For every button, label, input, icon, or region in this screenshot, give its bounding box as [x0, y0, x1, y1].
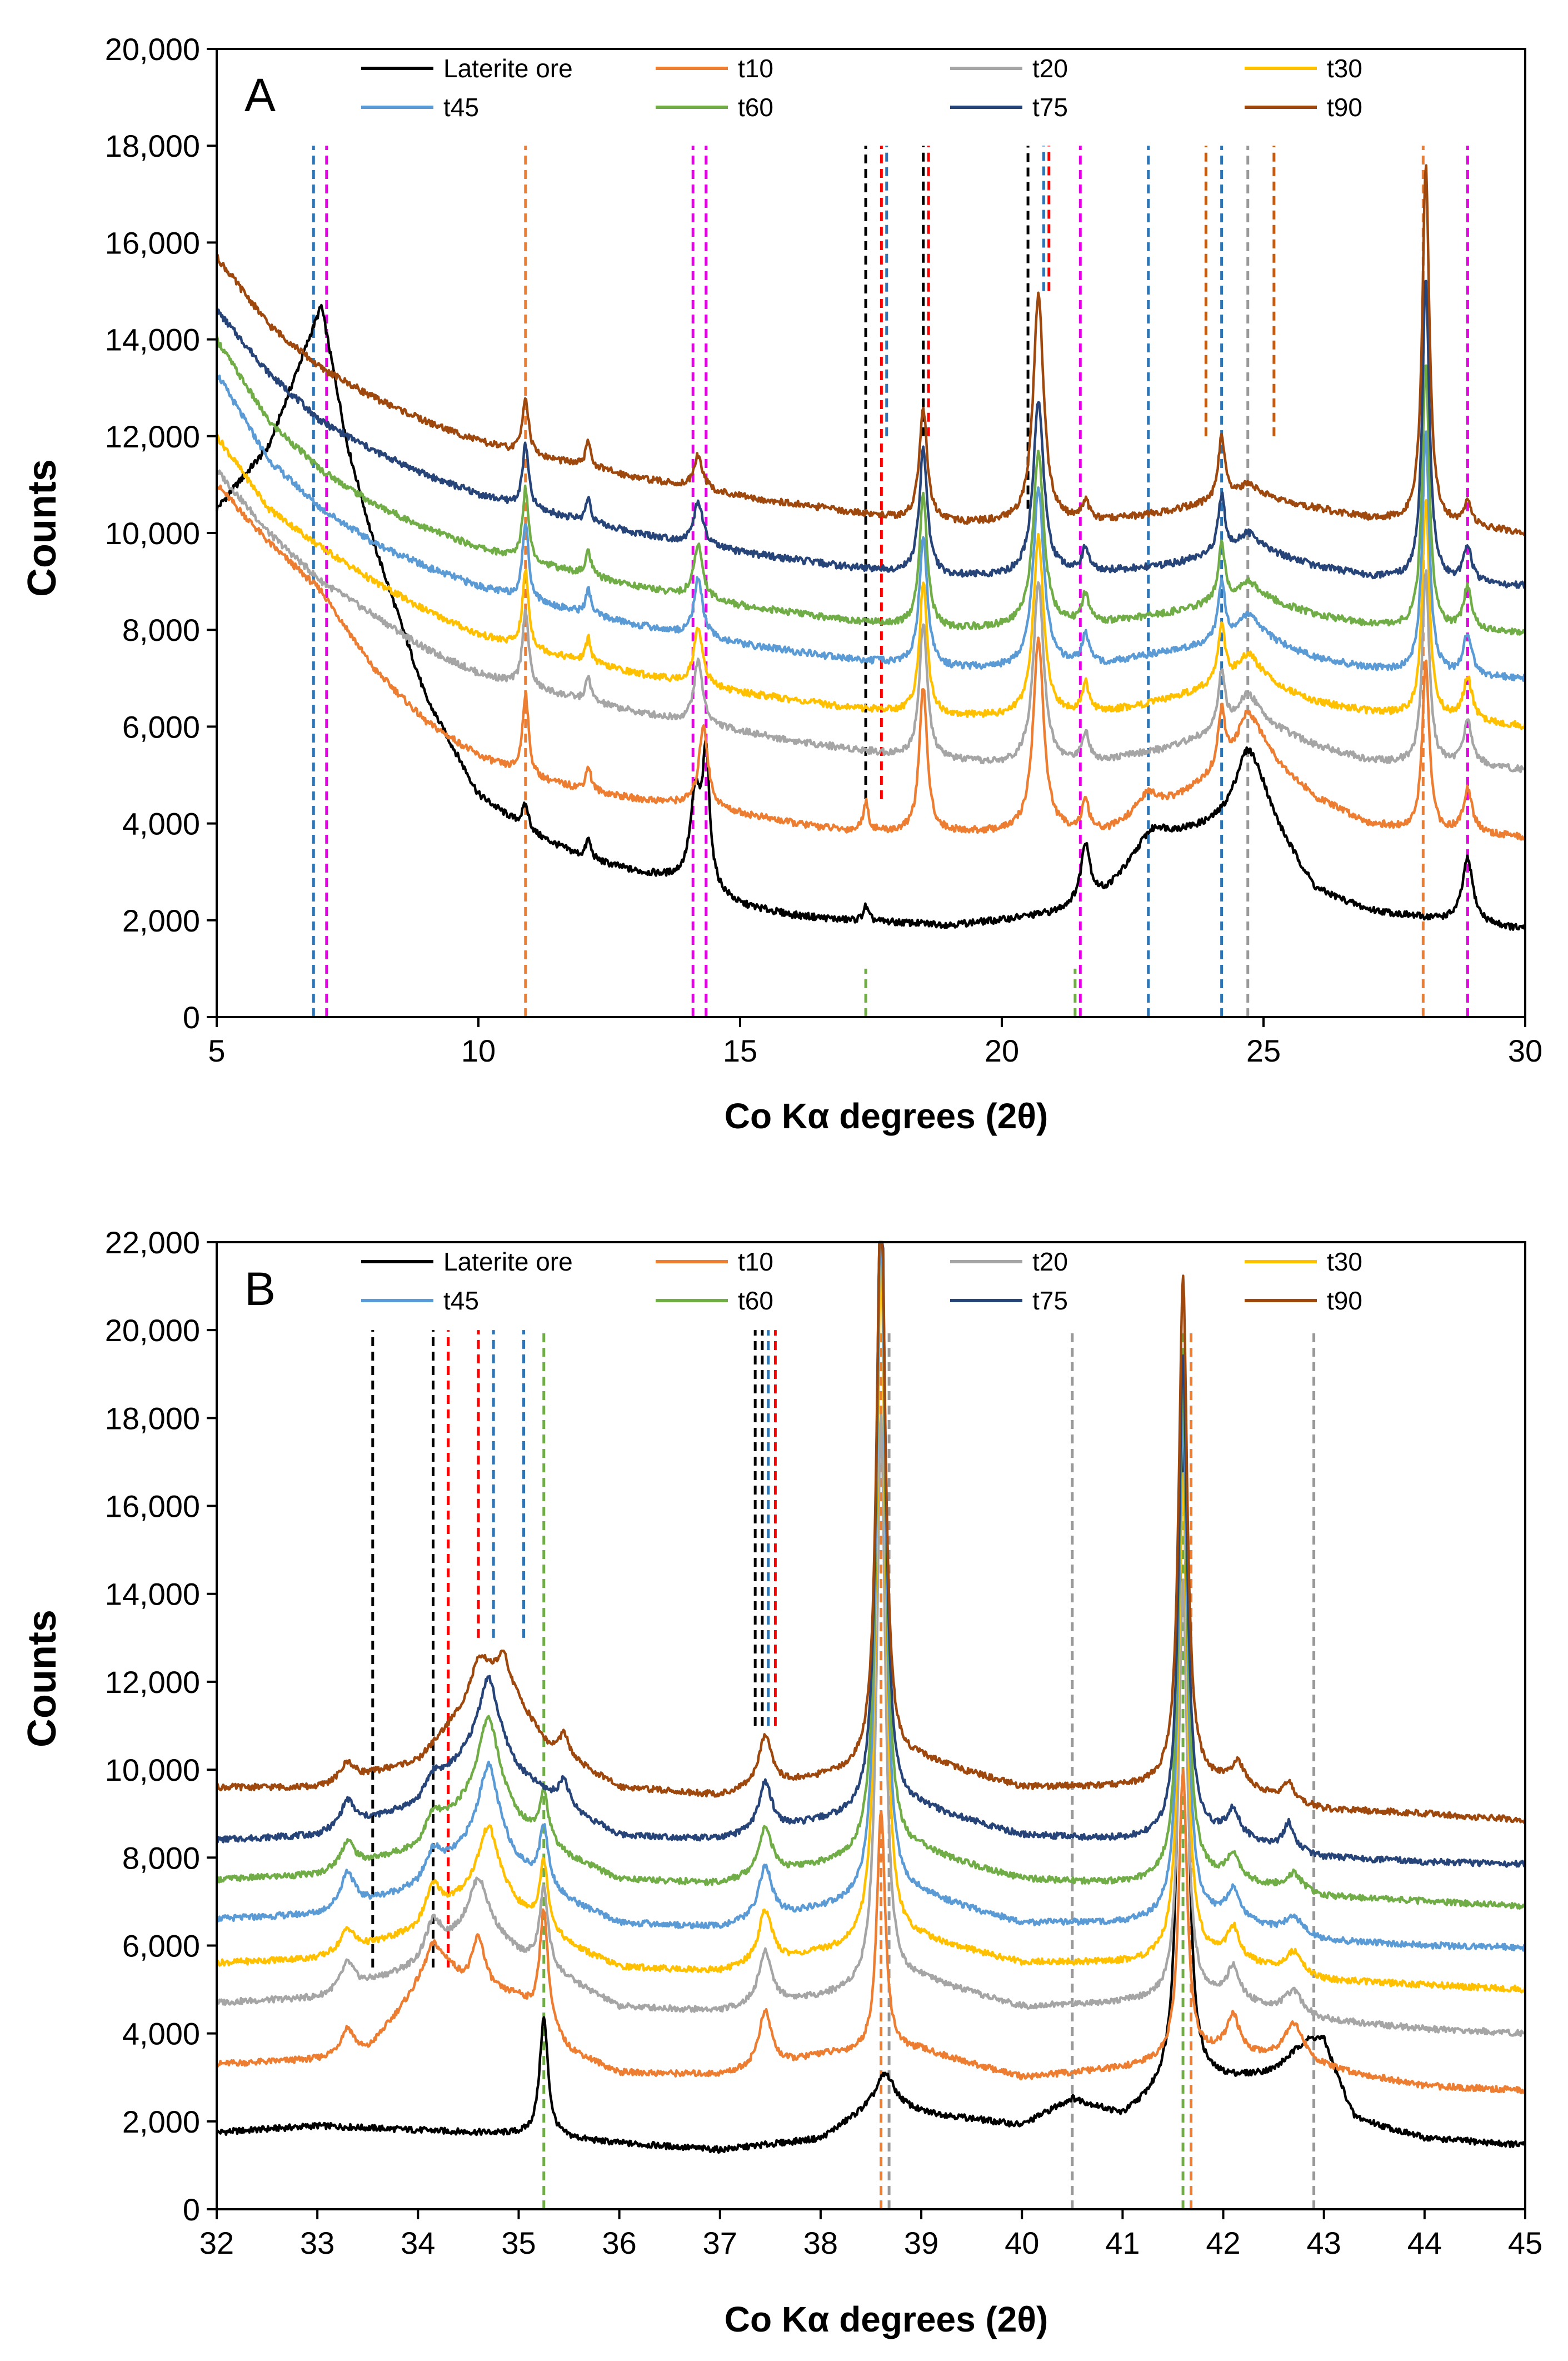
panel-a-xlabel: Co Kα degrees (2θ)	[725, 1096, 1048, 1136]
panel-b-legend-label: t90	[1327, 1286, 1362, 1315]
panel-a-x-tick-label: 25	[1246, 1033, 1281, 1068]
panel-b-x-tick-label: 37	[703, 2225, 737, 2260]
panel-a-y-tick-label: 0	[183, 1000, 200, 1035]
panel-a-series-t10	[216, 484, 1526, 841]
panel-b-x-tick-label: 33	[300, 2225, 334, 2260]
panel-b-series-t20	[216, 1414, 1527, 2038]
panel-b-y-tick-label: 6,000	[122, 1928, 200, 1963]
panel-b-axes: 0 2,000 4,000 6,000 8,000 10,000 12,000 14,000 1…	[105, 1225, 1542, 2260]
panel-a-series-t45	[216, 374, 1527, 682]
panel-a-x-tick-label: 30	[1508, 1033, 1542, 1068]
panel-b-series-laterite-ore	[215, 1444, 1526, 2154]
panel-a-legend-label: t90	[1327, 93, 1362, 122]
panel-a-y-tick-label: 2,000	[122, 903, 200, 938]
panel-a-series-t60	[215, 335, 1527, 636]
panel-b-y-tick-label: 12,000	[105, 1665, 200, 1700]
panel-a-x-tick-label: 10	[461, 1033, 496, 1068]
panel-a-series-t20	[216, 469, 1527, 774]
panel-b-legend-label: t45	[443, 1286, 479, 1315]
panel-b-legend-label: t10	[738, 1247, 773, 1276]
panel-b-y-tick-label: 8,000	[122, 1840, 200, 1875]
panel-b-ylabel: Counts	[20, 1610, 64, 1747]
panel-b-series-t60	[216, 1241, 1527, 1910]
panel-a-x-tick-label: 5	[208, 1033, 225, 1068]
panel-b-x-tick-label: 35	[501, 2225, 536, 2260]
panel-a-legend-label: t10	[738, 54, 773, 83]
panel-b-series	[215, 1241, 1527, 2154]
panel-b-label: B	[244, 1263, 276, 1315]
panel-b-y-tick-label: 2,000	[122, 2104, 200, 2139]
panel-a-label: A	[244, 69, 276, 121]
panel-b-y-tick-label: 22,000	[105, 1225, 200, 1260]
panel-b-y-tick-label: 14,000	[105, 1577, 200, 1612]
panel-b-series-t75	[216, 1241, 1526, 1868]
panel-a-y-tick-label: 6,000	[122, 709, 200, 744]
panel-b-x-tick-label: 34	[401, 2225, 435, 2260]
panel-b-x-tick-label: 44	[1407, 2225, 1442, 2260]
panel-b-x-tick-label: 45	[1508, 2225, 1542, 2260]
panel-b-series-t45	[216, 1241, 1527, 1952]
panel-a-axes: 0 2,000 4,000 6,000 8,000 10,000 12,000 14,000 1…	[105, 32, 1542, 1068]
panel-b-y-tick-label: 0	[183, 2192, 200, 2227]
panel-b-x-tick-label: 39	[904, 2225, 938, 2260]
panel-b-reflines	[371, 1330, 1316, 2209]
panel-a-x-tick-label: 15	[723, 1033, 757, 1068]
panel-b-series-t10	[216, 1767, 1526, 2094]
panel-b-legend-label: Laterite ore	[443, 1247, 573, 1276]
panel-a-y-tick-label: 4,000	[122, 806, 200, 841]
panel-a-series-t90	[215, 164, 1527, 536]
panel-a-y-tick-label: 14,000	[105, 322, 200, 357]
panel-b-legend-label: t60	[738, 1286, 773, 1315]
panel-a-legend-label: t75	[1032, 93, 1068, 122]
panel-a-series-t30	[215, 434, 1527, 730]
panel-a-legend-label: t45	[443, 93, 479, 122]
panel-a-series-t75	[216, 280, 1526, 589]
panel-a-series	[215, 164, 1527, 931]
panel-b-y-tick-label: 18,000	[105, 1401, 200, 1436]
panel-a-x-tick-label: 20	[985, 1033, 1019, 1068]
panel-b-x-tick-label: 32	[199, 2225, 234, 2260]
panel-a-legend-label: t60	[738, 93, 773, 122]
panel-a-y-tick-label: 20,000	[105, 32, 200, 67]
panel-b-y-tick-label: 4,000	[122, 2016, 200, 2051]
panel-b-x-tick-label: 42	[1206, 2225, 1240, 2260]
panel-b-plot-frame	[216, 1241, 1526, 2210]
panel-a-y-tick-label: 12,000	[105, 419, 200, 454]
panel-a-y-tick-label: 18,000	[105, 128, 200, 163]
panel-b-y-tick-label: 20,000	[105, 1313, 200, 1348]
panel-a-legend-label: Laterite ore	[443, 54, 573, 83]
panel-b-x-tick-label: 41	[1105, 2225, 1140, 2260]
panel-b-x-tick-label: 36	[602, 2225, 636, 2260]
panel-a-y-tick-label: 16,000	[105, 225, 200, 260]
panel-a-legend-label: t20	[1032, 54, 1068, 83]
panel-b-x-tick-label: 38	[803, 2225, 838, 2260]
panel-b-x-tick-label: 43	[1307, 2225, 1341, 2260]
panel-a-chart: 0 2,000 4,000 6,000 8,000 10,000 12,000 14,000 1…	[20, 32, 1542, 1136]
panel-a-series-laterite-ore	[215, 303, 1527, 931]
panel-b-series-t30	[215, 1241, 1527, 1994]
panel-b-legend-label: t20	[1032, 1247, 1068, 1276]
panel-a-y-tick-label: 10,000	[105, 516, 200, 551]
panel-b-y-tick-label: 10,000	[105, 1752, 200, 1787]
panel-b-legend-label: t75	[1032, 1286, 1068, 1315]
panel-b-legend: Laterite ore t10 t20 t30 t45 t60 t75 t90	[361, 1247, 1362, 1315]
panel-a-legend-label: t30	[1327, 54, 1362, 83]
panel-a-y-tick-label: 8,000	[122, 612, 200, 647]
panel-b-y-tick-label: 16,000	[105, 1489, 200, 1524]
panel-b-chart: 0 2,000 4,000 6,000 8,000 10,000 12,000 14,000 1…	[20, 1225, 1542, 2339]
panel-b-legend-label: t30	[1327, 1247, 1362, 1276]
panel-b-x-tick-label: 40	[1005, 2225, 1039, 2260]
panel-a-ylabel: Counts	[20, 459, 64, 597]
panel-b-series-t90	[215, 1241, 1527, 1824]
panel-b-xlabel: Co Kα degrees (2θ)	[725, 2299, 1048, 2339]
panel-a-legend: Laterite ore t10 t20 t30 t45 t60 t75 t90	[361, 54, 1362, 122]
